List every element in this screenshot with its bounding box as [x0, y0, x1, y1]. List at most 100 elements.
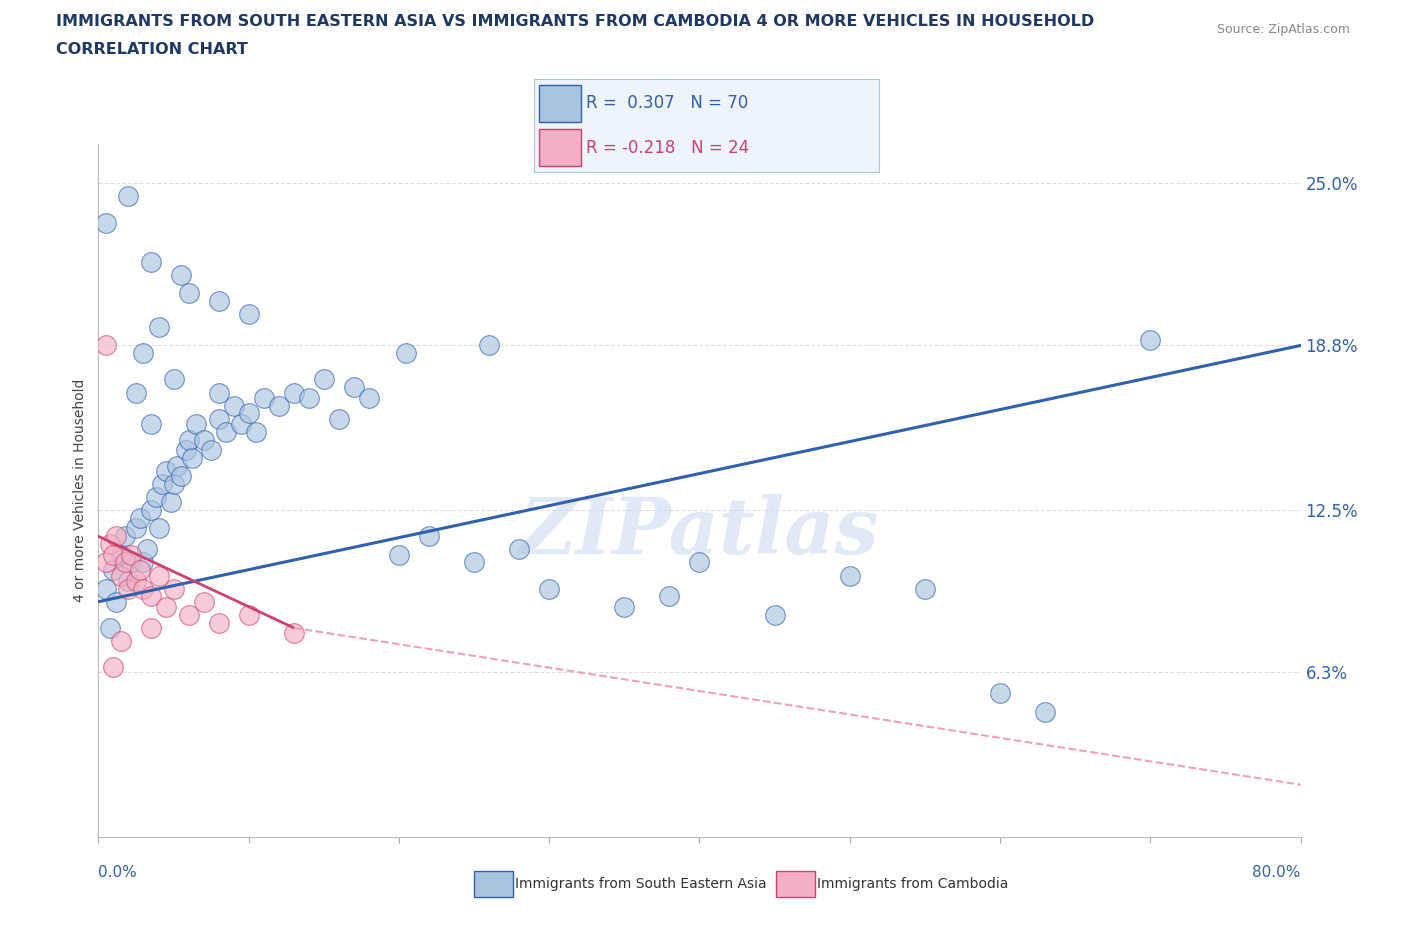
Point	[988, 685, 1011, 700]
Point	[1033, 704, 1056, 719]
Point	[463, 555, 485, 570]
Point	[162, 581, 184, 596]
Point	[231, 417, 253, 432]
Point	[139, 417, 162, 432]
Point	[238, 307, 260, 322]
Point	[283, 385, 305, 400]
Text: R =  0.307   N = 70: R = 0.307 N = 70	[586, 94, 748, 113]
Point	[125, 521, 148, 536]
Point	[328, 411, 350, 426]
Point	[150, 476, 173, 491]
Point	[763, 607, 786, 622]
Point	[105, 529, 128, 544]
Point	[162, 372, 184, 387]
Point	[395, 346, 418, 361]
Point	[177, 607, 200, 622]
Point	[148, 320, 170, 335]
Text: 0.0%: 0.0%	[98, 865, 138, 880]
Point	[103, 659, 125, 674]
Point	[180, 450, 202, 465]
Point	[139, 503, 162, 518]
Point	[139, 255, 162, 270]
Point	[200, 443, 222, 458]
Point	[253, 391, 276, 405]
Point	[267, 398, 290, 413]
Point	[145, 490, 167, 505]
Point	[135, 542, 157, 557]
Point	[170, 268, 193, 283]
Point	[125, 573, 148, 588]
Point	[538, 581, 561, 596]
Point	[117, 573, 139, 588]
Point	[298, 391, 321, 405]
Point	[132, 581, 155, 596]
Point	[162, 476, 184, 491]
Point	[94, 215, 117, 230]
Point	[125, 385, 148, 400]
Point	[121, 547, 143, 562]
Point	[1139, 333, 1161, 348]
Point	[177, 432, 200, 447]
Point	[193, 594, 215, 609]
Point	[312, 372, 335, 387]
Point	[508, 542, 530, 557]
Point	[215, 424, 238, 439]
Point	[658, 589, 681, 604]
Text: Immigrants from Cambodia: Immigrants from Cambodia	[817, 877, 1008, 892]
Point	[100, 537, 122, 551]
Point	[114, 555, 136, 570]
Point	[103, 563, 125, 578]
Point	[117, 189, 139, 204]
Point	[193, 432, 215, 447]
Text: CORRELATION CHART: CORRELATION CHART	[56, 42, 247, 57]
Point	[838, 568, 860, 583]
Point	[689, 555, 711, 570]
Point	[110, 547, 132, 562]
Text: IMMIGRANTS FROM SOUTH EASTERN ASIA VS IMMIGRANTS FROM CAMBODIA 4 OR MORE VEHICLE: IMMIGRANTS FROM SOUTH EASTERN ASIA VS IM…	[56, 14, 1094, 29]
Point	[184, 417, 207, 432]
Point	[121, 555, 143, 570]
Point	[238, 607, 260, 622]
Point	[208, 385, 231, 400]
Point	[94, 338, 117, 352]
Point	[174, 443, 197, 458]
Point	[388, 547, 411, 562]
Point	[103, 547, 125, 562]
Point	[105, 594, 128, 609]
Point	[159, 495, 181, 510]
Point	[357, 391, 380, 405]
Point	[208, 294, 231, 309]
Point	[478, 338, 501, 352]
Point	[114, 529, 136, 544]
Point	[148, 568, 170, 583]
Point	[129, 511, 152, 525]
Text: ZIPatlas: ZIPatlas	[520, 494, 879, 570]
Point	[110, 633, 132, 648]
Point	[139, 589, 162, 604]
FancyBboxPatch shape	[540, 129, 581, 166]
Point	[148, 521, 170, 536]
Point	[100, 620, 122, 635]
Point	[245, 424, 267, 439]
Point	[177, 286, 200, 300]
Point	[343, 379, 366, 394]
Point	[132, 346, 155, 361]
Y-axis label: 4 or more Vehicles in Household: 4 or more Vehicles in Household	[73, 379, 87, 603]
Point	[155, 600, 177, 615]
Point	[139, 620, 162, 635]
Point	[166, 458, 188, 473]
Point	[170, 469, 193, 484]
Point	[117, 581, 139, 596]
Text: 80.0%: 80.0%	[1253, 865, 1301, 880]
Point	[613, 600, 636, 615]
Point	[283, 626, 305, 641]
Point	[94, 555, 117, 570]
Point	[129, 563, 152, 578]
Point	[238, 406, 260, 421]
Point	[110, 568, 132, 583]
Text: Source: ZipAtlas.com: Source: ZipAtlas.com	[1216, 23, 1350, 36]
Text: Immigrants from South Eastern Asia: Immigrants from South Eastern Asia	[515, 877, 766, 892]
Point	[208, 411, 231, 426]
Text: R = -0.218   N = 24: R = -0.218 N = 24	[586, 139, 749, 157]
Point	[155, 463, 177, 478]
